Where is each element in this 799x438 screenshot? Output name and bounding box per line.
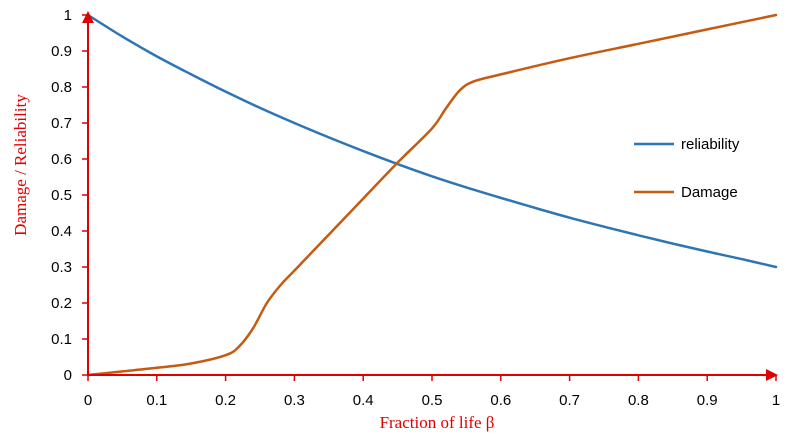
y-tick-labels: 0 0.1 0.2 0.3 0.4 0.5 0.6 0.7 0.8 0.9 1 (51, 7, 72, 384)
x-tick-labels: 0 0.1 0.2 0.3 0.4 0.5 0.6 0.7 0.8 0.9 1 (84, 392, 780, 409)
x-tick-label: 0.5 (422, 392, 443, 409)
y-tick-label: 0 (64, 367, 72, 384)
x-tick-label: 0.6 (490, 392, 511, 409)
y-axis-title: Damage / Reliability (11, 94, 30, 236)
y-axis-arrowhead (82, 11, 94, 23)
legend-label-damage: Damage (681, 184, 738, 201)
x-tick-label: 0.8 (628, 392, 649, 409)
y-tick-label: 1 (64, 7, 72, 24)
y-tick-label: 0.7 (51, 115, 72, 132)
x-tick-label: 0.9 (697, 392, 718, 409)
series-layer (86, 13, 778, 377)
x-axis-arrowhead (766, 369, 778, 381)
y-tick-label: 0.3 (51, 259, 72, 276)
series-line-reliability (86, 13, 778, 269)
x-tick-label: 0.3 (284, 392, 305, 409)
y-tick-label: 0.1 (51, 331, 72, 348)
series-line-damage (86, 13, 778, 377)
x-tick-label: 0.4 (353, 392, 374, 409)
legend: reliability Damage (634, 136, 740, 201)
x-axis-title: Fraction of life β (380, 413, 495, 432)
legend-label-reliability: reliability (681, 136, 740, 153)
y-tick-label: 0.5 (51, 187, 72, 204)
x-tick-label: 1 (772, 392, 780, 409)
x-tick-label: 0.7 (559, 392, 580, 409)
x-tick-label: 0.2 (215, 392, 236, 409)
x-tick-label: 0.1 (146, 392, 167, 409)
y-tick-label: 0.4 (51, 223, 72, 240)
y-tick-label: 0.8 (51, 79, 72, 96)
y-tick-label: 0.6 (51, 151, 72, 168)
axes-layer (82, 11, 778, 381)
y-tick-label: 0.2 (51, 295, 72, 312)
x-tick-label: 0 (84, 392, 92, 409)
y-tick-label: 0.9 (51, 43, 72, 60)
